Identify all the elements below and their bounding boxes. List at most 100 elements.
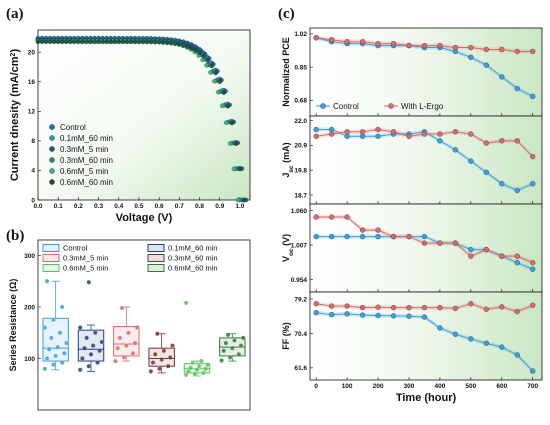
series-point-c-2-1 [530, 259, 536, 266]
jv-point-5 [55, 39, 61, 45]
series-point-c-3-0 [313, 310, 319, 316]
box-point-3 [159, 357, 165, 362]
jv-point-5 [229, 120, 235, 126]
series-point-c-3-0 [514, 352, 520, 358]
x-tick-label-a: 0.5 [134, 203, 143, 210]
y-tick-label-b: 200 [24, 304, 35, 311]
jv-point-5 [213, 70, 218, 76]
box-point-0 [59, 360, 65, 365]
series-point-c-0-1 [328, 37, 335, 43]
box-point-2 [126, 330, 131, 336]
series-point-c-1-1 [452, 129, 459, 135]
legend-label-c: Control [333, 102, 359, 111]
jv-point-5 [177, 42, 182, 47]
box-point-1 [84, 335, 90, 341]
box-point-0 [55, 344, 61, 350]
series-point-c-1-1 [390, 129, 397, 135]
x-tick-label-a: 0.4 [114, 203, 123, 210]
series-point-c-3-0 [375, 312, 381, 319]
box-point-1 [82, 345, 87, 351]
legend-marker-a [49, 146, 55, 152]
jv-point-5 [51, 39, 57, 45]
jv-point-5 [64, 39, 69, 45]
jv-point-5 [144, 39, 150, 45]
jv-point-5 [201, 53, 206, 59]
jv-point-5 [217, 79, 222, 84]
box-point-5 [225, 332, 231, 338]
legend-swatch-b [147, 264, 165, 272]
jv-point-5 [140, 39, 146, 45]
series-band-c-1-0 [316, 127, 533, 193]
jv-point-5 [193, 47, 198, 53]
series-point-c-3-1 [530, 302, 536, 308]
plot-area-c-1 [309, 115, 543, 205]
series-point-c-1-1 [313, 133, 319, 139]
y-tick-label-c: 1.007 [291, 242, 308, 249]
series-point-c-0-1 [468, 44, 474, 51]
y-tick-label-c: 1.02 [294, 31, 307, 38]
series-point-c-2-0 [530, 266, 536, 272]
series-band-c-3-0 [316, 310, 533, 374]
box-point-0 [51, 317, 56, 323]
jv-point-5 [197, 50, 202, 56]
y-tick-label-c: 22.0 [294, 118, 307, 125]
series-point-c-2-1 [483, 246, 489, 253]
series-point-c-2-0 [375, 233, 381, 240]
box-point-4 [188, 365, 193, 371]
box-point-1 [92, 330, 98, 336]
jv-point-4 [235, 197, 241, 203]
series-point-c-2-1 [328, 214, 335, 220]
box-point-0 [44, 356, 50, 361]
legend-marker-a [49, 157, 55, 163]
series-point-c-0-0 [483, 62, 489, 68]
y-tick-label-c: 79.2 [294, 296, 307, 303]
box-point-0 [42, 325, 48, 330]
series-point-c-3-1 [483, 306, 489, 312]
legend-marker-a [49, 124, 55, 130]
x-tick-label-a: 0.1 [54, 203, 63, 210]
series-point-c-3-0 [530, 368, 536, 374]
jv-point-5 [160, 40, 166, 45]
x-tick-label-a: 0.3 [94, 203, 103, 210]
x-tick-label-c: 600 [496, 383, 507, 390]
legend-label-a: 0.1mM_60 min [60, 134, 113, 143]
box-point-5 [236, 352, 242, 357]
series-point-c-2-1 [514, 253, 520, 259]
box-point-2 [134, 325, 140, 330]
jv-point-4 [216, 89, 221, 95]
legend-label-b: 0.3mM_5 min [63, 254, 108, 263]
series-point-c-2-0 [514, 259, 520, 266]
box-point-1 [86, 279, 92, 285]
box-point-3 [148, 369, 154, 374]
y-tick-label-a: 20 [28, 49, 36, 56]
series-point-c-3-0 [499, 344, 505, 350]
jv-point-5 [132, 39, 138, 45]
series-point-c-0-1 [530, 48, 536, 55]
box-point-0 [53, 353, 59, 359]
x-tick-label-a: 0.7 [175, 203, 184, 210]
box-point-1 [80, 356, 85, 361]
box-point-1 [77, 367, 83, 373]
x-tick-label-c: 500 [465, 383, 476, 390]
plot-area-a [37, 29, 251, 201]
series-point-c-1-0 [437, 138, 443, 144]
series-point-c-1-1 [514, 138, 520, 144]
jv-point-5 [221, 90, 227, 95]
x-tick-label-a: 0.8 [195, 203, 204, 210]
series-point-c-0-1 [390, 40, 397, 47]
chart-a-jv-curves: 0.0 0.1 0.2 0.3 0.4 0.5 0.6 0.7 0.8 0.9 1.0 0 4 8 12 16… [9, 29, 251, 224]
box-point-5 [223, 340, 229, 346]
series-point-c-1-0 [313, 126, 319, 133]
series-point-c-1-1 [468, 131, 474, 137]
series-point-c-3-0 [452, 331, 459, 337]
box-point-3 [150, 360, 156, 365]
y-axis-label-c-0: Normalized PCE [281, 37, 291, 107]
x-tick-label-c: 0 [314, 383, 318, 390]
jv-point-5 [164, 40, 170, 46]
box-point-4 [196, 363, 202, 369]
series-point-c-1-1 [421, 131, 428, 137]
box-point-4 [183, 372, 189, 378]
jv-point-5 [120, 39, 126, 45]
series-point-c-3-1 [359, 304, 366, 311]
series-point-c-3-0 [328, 312, 335, 318]
